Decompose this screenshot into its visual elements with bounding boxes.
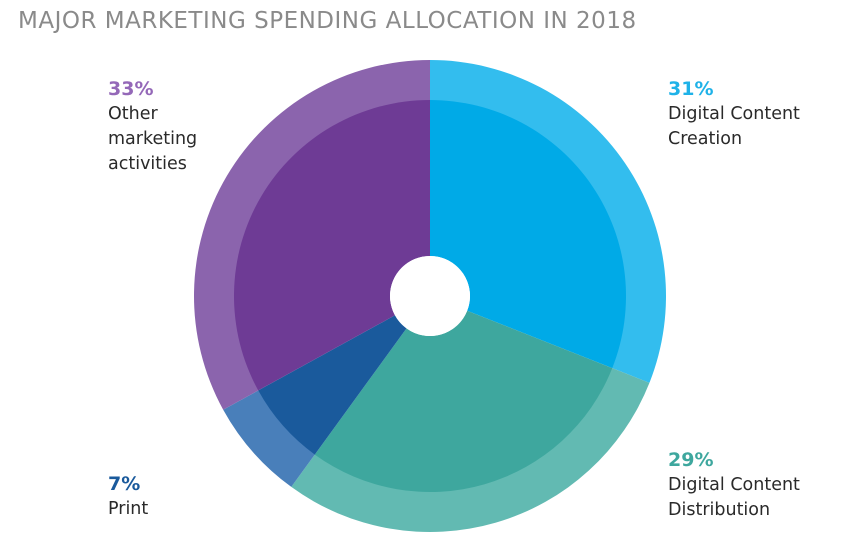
slice-label-digital-content-creation: 31% Digital Content Creation xyxy=(668,76,800,152)
slice-outer-print xyxy=(223,389,316,487)
slice-other-marketing-activities xyxy=(234,100,430,391)
chart-title: MAJOR MARKETING SPENDING ALLOCATION IN 2… xyxy=(18,8,637,34)
donut-hole xyxy=(390,256,470,336)
slice-label-digital-content-distribution: 29% Digital Content Distribution xyxy=(668,447,800,523)
slice-name: Digital Content Distribution xyxy=(668,475,800,520)
slice-outer-other-marketing-activities xyxy=(194,60,430,410)
slice-percent: 29% xyxy=(668,449,714,471)
slice-name: Print xyxy=(108,499,149,519)
slice-label-print: 7% Print xyxy=(108,471,148,522)
slice-print xyxy=(258,315,407,455)
slice-percent: 31% xyxy=(668,78,714,100)
slice-percent: 7% xyxy=(108,473,141,495)
slice-name: Digital Content Creation xyxy=(668,104,800,149)
slice-digital-content-distribution xyxy=(314,310,613,493)
slice-digital-content-creation xyxy=(430,100,626,369)
slice-outer-digital-content-creation xyxy=(430,60,666,383)
slice-outer-digital-content-distribution xyxy=(291,367,650,532)
slice-name: Other marketing activities xyxy=(108,104,198,174)
slice-percent: 33% xyxy=(108,78,154,100)
slice-label-other-marketing-activities: 33% Other marketing activities xyxy=(108,76,197,177)
